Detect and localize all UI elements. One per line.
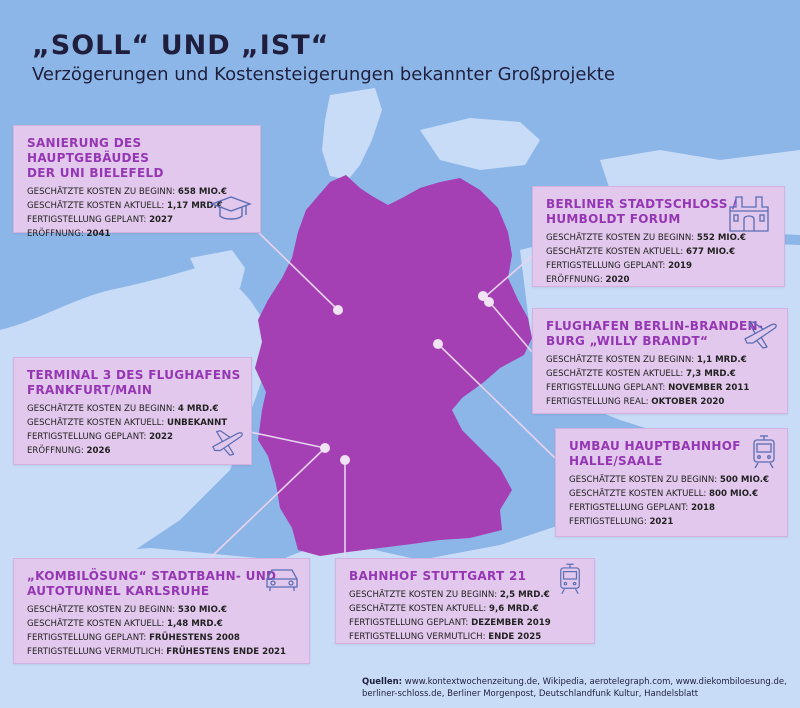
marker-stuttgart xyxy=(340,455,350,465)
project-row: ERÖFFNUNG: 2026 xyxy=(27,446,111,456)
project-row: GESCHÄTZTE KOSTEN AKTUELL: 7,3 MRD.€ xyxy=(546,369,736,379)
connector-karlsruhe xyxy=(209,447,326,559)
connector-halle xyxy=(437,343,556,459)
page-title: „SOLL“ UND „IST“ xyxy=(32,30,330,61)
project-card-ber: FLUGHAFEN BERLIN-BRANDEN- BURG „WILLY BRA… xyxy=(532,308,788,414)
project-title: FLUGHAFEN BERLIN-BRANDEN- BURG „WILLY BRA… xyxy=(546,319,764,348)
project-title: „KOMBILÖSUNG“ STADTBAHN- UND AUTOTUNNEL K… xyxy=(27,569,277,598)
project-card-bielefeld: SANIERUNG DES HAUPTGEBÄUDES DER UNI BIELE… xyxy=(13,125,261,239)
graduation-cap-icon xyxy=(210,196,252,220)
project-card-karlsruhe: „KOMBILÖSUNG“ STADTBAHN- UND AUTOTUNNEL K… xyxy=(13,558,310,664)
castle-icon xyxy=(729,196,769,232)
train-icon xyxy=(560,563,580,595)
project-row: GESCHÄTZTE KOSTEN ZU BEGINN: 4 MRD.€ xyxy=(27,404,219,414)
project-row: FERTIGSTELLUNG GEPLANT: 2019 xyxy=(546,261,692,271)
project-row: FERTIGSTELLUNG GEPLANT: DEZEMBER 2019 xyxy=(349,618,551,628)
project-row: FERTIGSTELLUNG VERMUTLICH: ENDE 2025 xyxy=(349,632,542,642)
project-row: FERTIGSTELLUNG REAL: OKTOBER 2020 xyxy=(546,397,725,407)
project-row: FERTIGSTELLUNG GEPLANT: 2022 xyxy=(27,432,173,442)
marker-ber xyxy=(484,297,494,307)
project-row: ERÖFFNUNG: 2020 xyxy=(546,275,630,285)
project-title: BERLINER STADTSCHLOSS / HUMBOLDT FORUM xyxy=(546,197,737,226)
project-row: GESCHÄTZTE KOSTEN ZU BEGINN: 500 MIO.€ xyxy=(569,475,769,485)
project-title: UMBAU HAUPTBAHNHOF HALLE/SAALE xyxy=(569,439,741,468)
project-row: GESCHÄTZTE KOSTEN ZU BEGINN: 658 MIO.€ xyxy=(27,187,227,197)
project-card-stuttgart: BAHNHOF STUTTGART 21 GESCHÄTZTE KOSTEN Z… xyxy=(335,558,595,644)
project-row: GESCHÄTZTE KOSTEN ZU BEGINN: 530 MIO.€ xyxy=(27,605,227,615)
project-row: GESCHÄTZTE KOSTEN AKTUELL: 677 MIO.€ xyxy=(546,247,736,257)
project-row: GESCHÄTZTE KOSTEN AKTUELL: 1,48 MRD.€ xyxy=(27,619,223,629)
project-row: FERTIGSTELLUNG GEPLANT: NOVEMBER 2011 xyxy=(546,383,750,393)
neighbour-land xyxy=(190,250,245,290)
project-card-frankfurt: TERMINAL 3 DES FLUGHAFENS FRANKFURT/MAIN … xyxy=(13,357,252,465)
project-title: BAHNHOF STUTTGART 21 xyxy=(349,569,527,583)
neighbour-land xyxy=(420,118,540,170)
marker-bielefeld xyxy=(333,305,343,315)
project-row: GESCHÄTZTE KOSTEN AKTUELL: 9,6 MRD.€ xyxy=(349,604,539,614)
sources-label: Quellen: xyxy=(362,677,403,687)
car-icon xyxy=(266,569,298,591)
project-row: GESCHÄTZTE KOSTEN AKTUELL: 800 MIO.€ xyxy=(569,489,759,499)
page-subtitle: Verzögerungen und Kostensteigerungen bek… xyxy=(32,64,615,85)
connector-bielefeld xyxy=(257,231,339,311)
sources-line2: berliner-schloss.de, Berliner Morgenpost… xyxy=(362,689,699,699)
sources: Quellen: www.kontextwochenzeitung.de, Wi… xyxy=(362,676,787,700)
project-row: GESCHÄTZTE KOSTEN AKTUELL: UNBEKANNT xyxy=(27,418,228,428)
sources-line1: www.kontextwochenzeitung.de, Wikipedia, … xyxy=(404,677,787,687)
project-card-halle: UMBAU HAUPTBAHNHOF HALLE/SAALE GESCHÄTZTE… xyxy=(555,428,788,537)
project-row: FERTIGSTELLUNG GEPLANT: 2018 xyxy=(569,503,715,513)
connector-frankfurt xyxy=(249,431,326,449)
project-card-schloss: BERLINER STADTSCHLOSS / HUMBOLDT FORUM GE… xyxy=(532,186,785,287)
germany-shape xyxy=(255,175,532,556)
project-row: GESCHÄTZTE KOSTEN AKTUELL: 1,17 MRD.€ xyxy=(27,201,223,211)
airplane-icon xyxy=(212,430,243,456)
project-row: FERTIGSTELLUNG GEPLANT: FRÜHESTENS 2008 xyxy=(27,633,240,643)
neighbour-land xyxy=(322,88,382,180)
connector-ber xyxy=(485,297,533,353)
marker-halle xyxy=(433,339,443,349)
marker-frankfurt xyxy=(320,443,330,453)
project-row: GESCHÄTZTE KOSTEN ZU BEGINN: 552 MIO.€ xyxy=(546,233,746,243)
project-row: FERTIGSTELLUNG VERMUTLICH: FRÜHESTENS EN… xyxy=(27,647,287,657)
train-icon xyxy=(753,435,775,469)
connector-schloss xyxy=(485,255,533,297)
project-title: SANIERUNG DES HAUPTGEBÄUDES DER UNI BIELE… xyxy=(27,136,164,180)
project-title: TERMINAL 3 DES FLUGHAFENS FRANKFURT/MAIN xyxy=(27,368,241,397)
project-row: GESCHÄTZTE KOSTEN ZU BEGINN: 2,5 MRD.€ xyxy=(349,590,550,600)
project-row: FERTIGSTELLUNG GEPLANT: 2027 xyxy=(27,215,173,225)
airplane-icon xyxy=(744,321,777,349)
project-row: GESCHÄTZTE KOSTEN ZU BEGINN: 1,1 MRD.€ xyxy=(546,355,747,365)
project-row: ERÖFFNUNG: 2041 xyxy=(27,229,111,239)
project-row: FERTIGSTELLUNG: 2021 xyxy=(569,517,674,527)
